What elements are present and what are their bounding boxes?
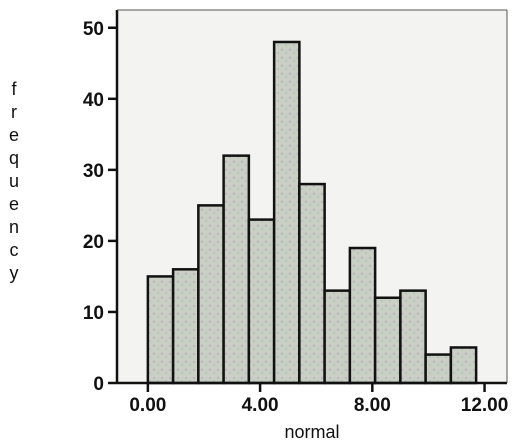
histogram-bar <box>373 296 402 385</box>
y-axis-title-letter: f <box>11 79 17 99</box>
x-tick-label: 4.00 <box>242 395 279 416</box>
y-axis-title-letter: e <box>9 125 19 145</box>
y-axis-title-letter: u <box>9 171 19 191</box>
y-axis-title-letter: r <box>11 102 17 122</box>
histogram-bar <box>424 353 453 385</box>
y-axis-title-letter: e <box>9 194 19 214</box>
histogram-bar <box>323 289 352 385</box>
histogram-bar <box>222 154 251 385</box>
y-axis-title-letter: c <box>10 240 19 260</box>
x-tick-label: 0.00 <box>129 395 166 416</box>
y-axis-ticks: 0 10 20 30 40 50 <box>83 19 117 395</box>
histogram-bar <box>348 246 377 385</box>
x-axis-title: normal <box>284 422 339 442</box>
y-tick-label: 10 <box>83 303 104 324</box>
y-tick-label: 40 <box>83 90 104 111</box>
histogram-bar <box>449 346 478 385</box>
y-tick-label: 50 <box>83 19 104 40</box>
y-tick-label: 30 <box>83 161 104 182</box>
histogram-bar <box>247 218 276 385</box>
x-tick-label: 8.00 <box>354 395 391 416</box>
y-axis-title-letter: q <box>9 148 19 168</box>
y-axis-title-letter: y <box>10 263 19 283</box>
histogram-bar <box>399 289 427 385</box>
x-tick-label: 12.00 <box>461 395 509 416</box>
y-axis-title-letter: n <box>9 217 19 237</box>
histogram-bar <box>146 275 175 385</box>
histogram-bar <box>272 40 301 385</box>
y-tick-label: 0 <box>93 374 104 395</box>
bar-group <box>146 40 478 385</box>
x-axis-ticks: 0.00 4.00 8.00 12.00 <box>129 383 508 416</box>
y-tick-label: 20 <box>83 232 104 253</box>
histogram-bar <box>171 268 200 385</box>
histogram-bar <box>298 182 326 385</box>
histogram-bar <box>197 204 225 385</box>
